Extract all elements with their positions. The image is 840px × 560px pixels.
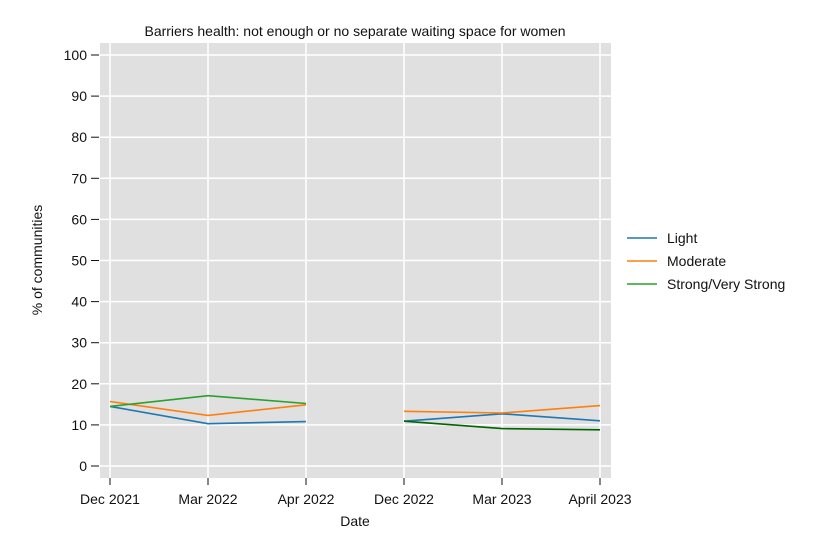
y-tick-label: 30	[71, 335, 87, 351]
y-tick-label: 10	[71, 417, 87, 433]
legend: Light Moderate Strong/Very Strong	[627, 230, 785, 292]
x-tick-label: Mar 2022	[178, 491, 237, 507]
x-axis: Dec 2021 Mar 2022 Apr 2022 Dec 2022 Mar 2023…	[80, 478, 632, 507]
x-tick-label: Dec 2021	[80, 491, 140, 507]
y-axis-title: % of communities	[29, 205, 45, 315]
y-tick-label: 90	[71, 88, 87, 104]
legend-label: Moderate	[667, 253, 726, 269]
legend-label: Strong/Very Strong	[667, 276, 785, 292]
x-tick-label: Mar 2023	[472, 491, 531, 507]
chart-title: Barriers health: not enough or no separa…	[144, 23, 565, 39]
y-tick-label: 50	[71, 253, 87, 269]
series-lines	[109, 394, 601, 431]
y-tick-label: 60	[71, 211, 87, 227]
series-line-moderate	[109, 400, 307, 417]
series-line-light	[109, 405, 307, 425]
x-tick-label: Apr 2022	[278, 491, 335, 507]
series-line-moderate	[403, 404, 601, 414]
y-tick-label: 0	[79, 458, 87, 474]
x-tick-label: April 2023	[568, 491, 631, 507]
x-tick-label: Dec 2022	[374, 491, 434, 507]
x-axis-title: Date	[340, 513, 370, 529]
y-axis: 0 10 20 30 40 50 60 70 80 90 100	[64, 47, 99, 474]
legend-label: Light	[667, 230, 697, 246]
grid-lines	[100, 43, 611, 478]
y-tick-label: 20	[71, 376, 87, 392]
y-tick-label: 100	[64, 47, 88, 63]
series-line-strong-very-strong	[403, 420, 601, 431]
series-line-strong-very-strong	[109, 394, 307, 408]
y-tick-label: 70	[71, 170, 87, 186]
y-tick-label: 40	[71, 294, 87, 310]
y-tick-label: 80	[71, 129, 87, 145]
